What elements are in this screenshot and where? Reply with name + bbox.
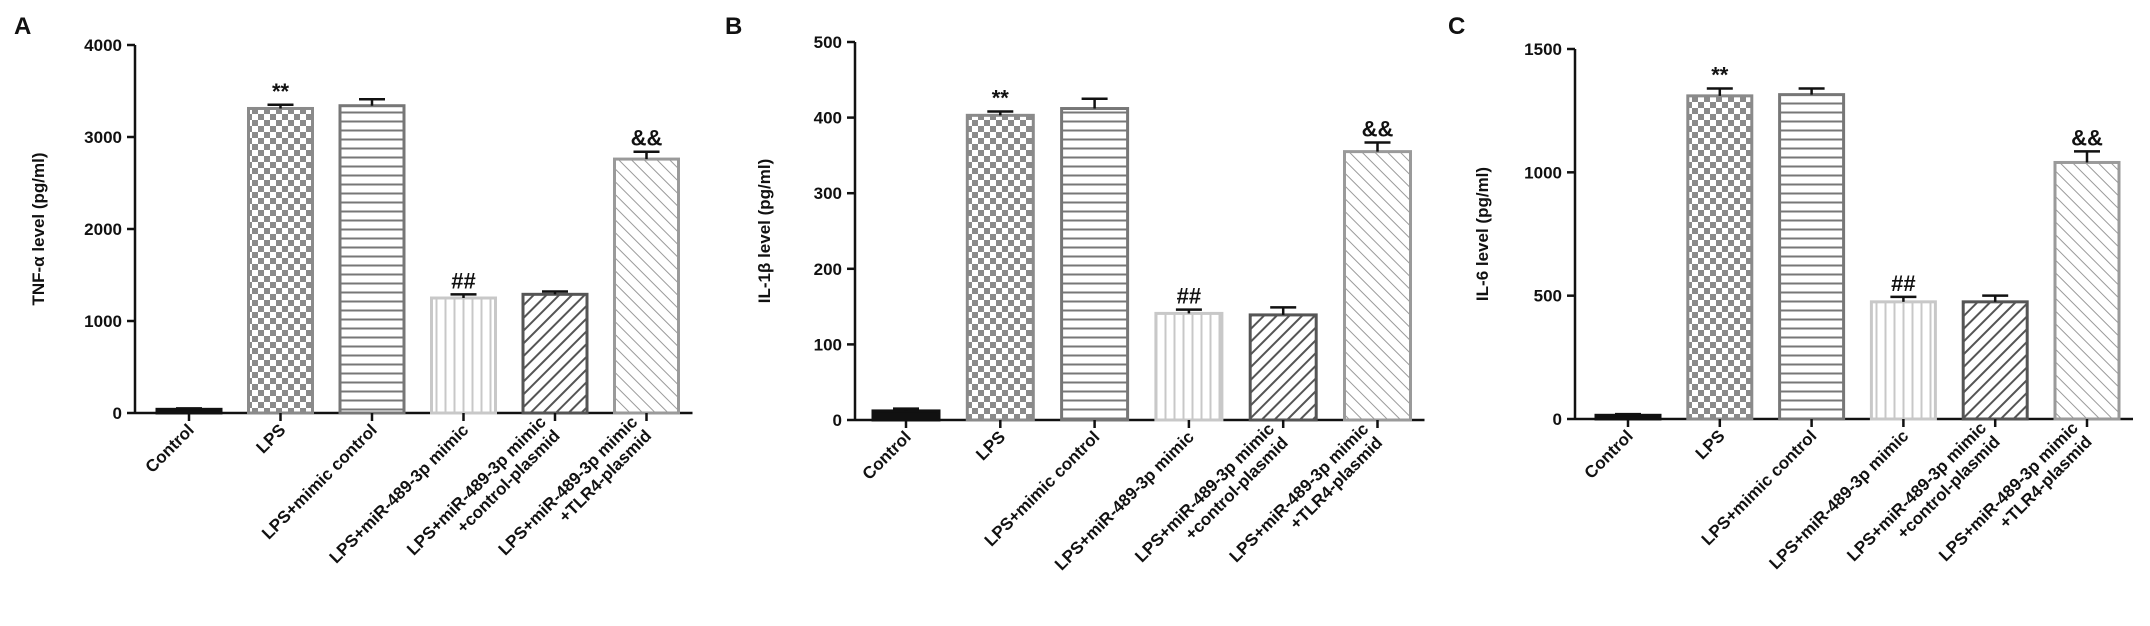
category-label: LPS+miR-489-3p mimic+control-plasmid [1131,419,1292,580]
significance-label: ** [272,79,290,104]
bar [1778,93,1846,421]
bar [338,104,406,415]
category-label-line: Control [859,427,915,483]
y-tick-label: 100 [814,335,842,354]
category-label: LPS [972,427,1009,464]
y-tick-label: 3000 [84,128,122,147]
y-tick-label: 1000 [84,312,122,331]
bar [965,113,1035,422]
category-label: Control [859,427,915,483]
y-axis-label: TNF-α level (pg/ml) [29,152,48,305]
significance-label: ## [451,268,475,293]
panel-letter: A [14,13,31,40]
category-label: LPS [253,420,290,457]
panel-letter: B [725,13,742,40]
category-label: LPS+miR-489-3p mimic+control-plasmid [403,412,564,573]
panel-letter: C [1448,13,1465,40]
bar [521,292,589,415]
bar [871,409,941,422]
bar [1343,150,1412,422]
category-label-line: LPS [1692,426,1729,463]
bar [613,157,680,415]
chart-panel-a: A TNF-α level (pg/ml) 0 1000 2000 3000 4000 Con… [14,13,693,573]
significance-label: && [2071,125,2103,150]
category-label: Control [142,420,198,476]
bar [1594,413,1662,421]
y-tick-label: 300 [814,184,842,203]
y-tick-label: 4000 [84,36,122,55]
chart-panel-c: C IL-6 level (pg/ml) 0 500 1000 1500 Control **… [1448,13,2133,579]
significance-label: && [631,126,663,151]
y-tick-label: 400 [814,109,842,128]
y-tick-label: 0 [113,404,122,423]
y-tick-label: 200 [814,260,842,279]
y-tick-label: 2000 [84,220,122,239]
category-label-line: Control [142,420,198,476]
bar [2053,160,2121,421]
category-label: LPS+miR-489-3p mimic+control-plasmid [1843,418,2004,579]
bar [1686,94,1754,421]
y-tick-label: 500 [1534,287,1562,306]
bar [1869,300,1937,421]
significance-label: ** [1711,62,1729,87]
bar [247,106,314,415]
bar [1961,300,2029,421]
category-label-line: LPS [972,427,1009,464]
category-label: Control [1581,426,1637,482]
significance-label: && [1362,117,1394,142]
significance-label: ## [1891,271,1915,296]
bar [1060,107,1130,422]
y-axis-label: IL-1β level (pg/ml) [755,159,774,304]
category-label-line: Control [1581,426,1637,482]
y-axis-label: IL-6 level (pg/ml) [1473,167,1492,301]
category-label-line: LPS [253,420,290,457]
bar [1154,311,1224,422]
y-tick-label: 0 [1553,410,1562,429]
significance-label: ## [1177,284,1201,309]
y-tick-label: 500 [814,33,842,52]
category-label: LPS [1692,426,1729,463]
chart-panel-b: B IL-1β level (pg/ml) 0 100 200 300 400 500 Cont… [725,13,1425,580]
bar [155,407,223,415]
bar [430,296,497,415]
y-tick-label: 1000 [1524,163,1562,182]
significance-label: ** [992,86,1010,111]
bar [1248,313,1318,422]
y-tick-label: 0 [833,411,842,430]
y-tick-label: 1500 [1524,40,1562,59]
